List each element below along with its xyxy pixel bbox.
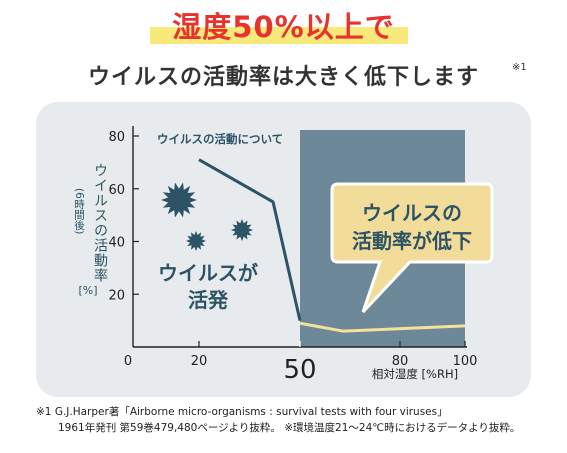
- x-tick-label-50: 50: [283, 355, 316, 385]
- series-label: ウイルスの活動について: [157, 132, 283, 146]
- footnote-line-1: ※1 G.J.Harper著「Airborne micro-organisms …: [36, 406, 448, 418]
- active-label-line1: ウイルスが: [158, 261, 258, 285]
- y-axis-sublabel: (6時間後): [73, 188, 85, 234]
- x-tick-label: 80: [392, 354, 409, 369]
- x-tick-label: 0: [124, 354, 132, 369]
- callout-bubble: [330, 182, 494, 314]
- footnote-line-2: 1961年発刊 第59巻479,480ページより抜粋。 ※環境温度21～24℃時…: [58, 422, 521, 434]
- virus-icon: [231, 219, 253, 241]
- y-tick-label: 20: [108, 288, 125, 303]
- y-tick-label: 40: [108, 236, 125, 251]
- subheadline: ウイルスの活動率は大きく低下します: [87, 65, 479, 90]
- low-activity-line: [299, 321, 466, 333]
- virus-icon: [186, 231, 206, 251]
- y-axis-unit: [%]: [78, 284, 97, 297]
- callout-line1: ウイルスの: [362, 201, 462, 225]
- y-tick-label: 60: [108, 183, 125, 198]
- title-highlight: [150, 27, 408, 44]
- headline: 湿度50%以上で: [172, 10, 395, 44]
- callout-line2: 活動率が低下: [352, 229, 472, 253]
- x-axis-label: 相対湿度 [%RH]: [372, 367, 458, 381]
- y-tick-label: 80: [108, 130, 125, 145]
- footnote-mark: ※1: [512, 62, 527, 73]
- virus-icon: [161, 182, 197, 218]
- activity-line: [198, 158, 302, 321]
- footnote: ※1 G.J.Harper著「Airborne micro-organisms …: [36, 404, 556, 436]
- y-axis-label: ウイルスの活動率: [92, 163, 108, 283]
- active-label-line2: 活発: [188, 288, 229, 312]
- x-tick-label: 20: [191, 354, 208, 369]
- x-tick-label: 100: [453, 354, 478, 369]
